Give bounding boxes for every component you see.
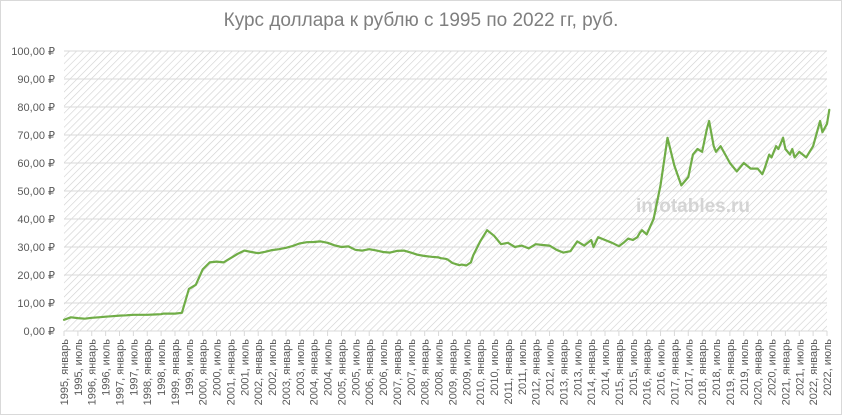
x-tick-label: 2001, июль xyxy=(239,339,251,396)
x-tick-label: 1999, июль xyxy=(184,339,196,396)
x-tick-label: 2002, январь xyxy=(253,339,265,406)
x-tick-label: 2006, январь xyxy=(364,339,376,406)
x-tick-label: 1998, январь xyxy=(142,339,154,406)
x-tick-label: 2000, январь xyxy=(198,339,210,406)
series-line-usd-rub xyxy=(62,108,831,321)
y-tick-label: 90,00 ₽ xyxy=(17,74,55,86)
y-tick-label: 70,00 ₽ xyxy=(17,130,55,142)
x-tick-label: 1999, январь xyxy=(170,339,182,406)
x-tick-label: 1995, июль xyxy=(73,339,85,396)
x-tick-label: 2010, январь xyxy=(475,339,487,406)
x-tick-label: 2013, июль xyxy=(572,339,584,396)
y-tick-label: 60,00 ₽ xyxy=(17,158,55,170)
x-tick-label: 2001, январь xyxy=(225,339,237,406)
y-tick-label: 80,00 ₽ xyxy=(17,102,55,114)
x-tick-label: 2003, июль xyxy=(295,339,307,396)
x-tick-label: 2008, июль xyxy=(434,339,446,396)
x-tick-label: 2017, июль xyxy=(683,339,695,396)
x-tick-label: 2004, июль xyxy=(323,339,335,396)
x-tick-label: 1997, январь xyxy=(114,339,126,406)
x-axis: 1995, январь 1995, июль 1996, январь 1996, … xyxy=(59,330,834,406)
y-tick-label: 50,00 ₽ xyxy=(17,186,55,198)
x-tick-label: 2009, июль xyxy=(461,339,473,396)
y-tick-label: 40,00 ₽ xyxy=(17,214,55,226)
y-tick-label: 100,00 ₽ xyxy=(11,46,55,58)
x-tick-label: 2008, январь xyxy=(420,339,432,406)
x-tick-label: 2007, январь xyxy=(392,339,404,406)
x-tick-label: 2019, январь xyxy=(725,339,737,406)
y-tick-label: 0,00 ₽ xyxy=(24,326,55,338)
x-tick-label: 2017, январь xyxy=(669,339,681,406)
x-tick-label: 2021, июль xyxy=(794,339,806,396)
x-tick-label: 2013, январь xyxy=(558,339,570,406)
x-tick-label: 2005, январь xyxy=(336,339,348,406)
x-tick-label: 2011, январь xyxy=(503,339,515,405)
x-tick-label: 2003, январь xyxy=(281,339,293,406)
x-tick-label: 2021, январь xyxy=(780,339,792,406)
x-tick-label: 2020, январь xyxy=(753,339,765,406)
x-tick-label: 2012, июль xyxy=(545,339,557,396)
x-tick-label: 2018, январь xyxy=(697,339,709,406)
x-tick-label: 2022, июль xyxy=(822,339,834,396)
y-tick-label: 10,00 ₽ xyxy=(17,298,55,310)
x-tick-label: 2016, январь xyxy=(642,339,654,406)
x-tick-label: 2020, июль xyxy=(767,339,779,396)
y-tick-label: 30,00 ₽ xyxy=(17,242,55,254)
watermark: infotables.ru xyxy=(636,196,750,217)
gridlines xyxy=(64,50,827,304)
x-tick-label: 2015, январь xyxy=(614,339,626,406)
x-tick-label: 2004, январь xyxy=(309,339,321,406)
x-tick-label: 2011, июль xyxy=(517,339,529,395)
x-tick-label: 2009, январь xyxy=(447,339,459,406)
x-tick-label: 2007, июль xyxy=(406,339,418,396)
x-tick-label: 2010, июль xyxy=(489,339,501,396)
x-tick-label: 1996, июль xyxy=(101,339,113,396)
y-tick-label: 20,00 ₽ xyxy=(17,270,55,282)
x-tick-label: 1996, январь xyxy=(87,339,99,406)
x-tick-label: 1997, июль xyxy=(128,339,140,396)
x-tick-label: 2015, июль xyxy=(628,339,640,396)
x-tick-label: 2018, июль xyxy=(711,339,723,396)
x-tick-label: 2000, июль xyxy=(212,339,224,396)
chart-title: Курс доллара к рублю с 1995 по 2022 гг, … xyxy=(223,10,619,31)
x-tick-label: 1995, январь xyxy=(59,339,71,406)
x-tick-label: 2012, январь xyxy=(531,339,543,406)
x-tick-label: 2022, январь xyxy=(808,339,820,406)
x-tick-label: 2002, июль xyxy=(267,339,279,396)
x-tick-label: 2019, июль xyxy=(739,339,751,396)
x-tick-label: 2006, июль xyxy=(378,339,390,396)
x-tick-label: 2014, январь xyxy=(586,339,598,406)
y-axis: 0,00 ₽ 10,00 ₽ 20,00 ₽ 30,00 ₽ 40,00 ₽ 50,00 … xyxy=(11,46,55,338)
x-tick-label: 2005, июль xyxy=(350,339,362,396)
x-tick-label: 2016, июль xyxy=(656,339,668,396)
x-tick-label: 1998, июль xyxy=(156,339,168,396)
x-tick-label: 2014, июль xyxy=(600,339,612,396)
